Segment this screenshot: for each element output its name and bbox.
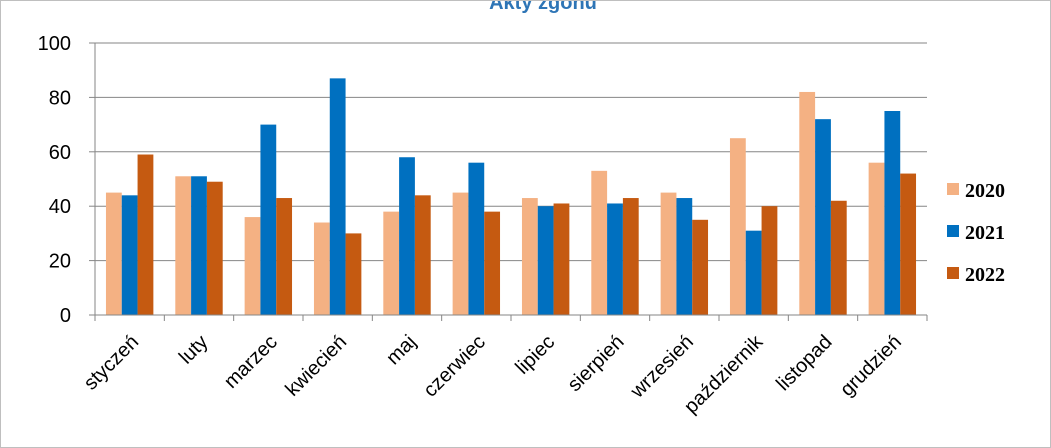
bar-2021 bbox=[329, 78, 346, 315]
bar-2022 bbox=[553, 203, 570, 315]
bar-2022 bbox=[484, 211, 501, 315]
x-tick-label: lipiec bbox=[511, 331, 559, 379]
bar-2020 bbox=[521, 198, 538, 315]
y-tick-label: 100 bbox=[38, 33, 71, 55]
bar-2021 bbox=[121, 195, 138, 315]
legend-label-2020: 2020 bbox=[965, 180, 1005, 202]
legend: 2020 2021 2022 bbox=[947, 180, 1005, 286]
y-tick-label: 60 bbox=[49, 142, 71, 164]
y-tick-label: 80 bbox=[49, 87, 71, 109]
bar-2021 bbox=[676, 198, 693, 315]
bar-2020 bbox=[244, 217, 261, 315]
bar-2021 bbox=[191, 176, 207, 315]
y-tick-label: 40 bbox=[49, 196, 71, 218]
gridlines bbox=[95, 42, 927, 262]
y-tick-label: 20 bbox=[49, 251, 71, 273]
bar-2022 bbox=[345, 233, 362, 315]
bar-2022 bbox=[830, 200, 847, 315]
bar-2020 bbox=[868, 162, 885, 315]
bar-2021 bbox=[399, 157, 415, 315]
x-tick-label: listopad bbox=[772, 331, 836, 395]
x-tick-label: kwiecień bbox=[281, 331, 351, 401]
bar-2022 bbox=[414, 195, 431, 315]
x-tick-label: maj bbox=[382, 331, 420, 369]
bar-2020 bbox=[105, 192, 122, 315]
x-tick-label: sierpień bbox=[563, 331, 628, 396]
bar-2022 bbox=[137, 154, 154, 315]
bar-2022 bbox=[622, 198, 639, 315]
bar-2020 bbox=[313, 222, 330, 315]
bar-2020 bbox=[729, 138, 746, 315]
y-tick-label: 0 bbox=[60, 305, 71, 327]
legend-swatch-2022 bbox=[947, 267, 959, 279]
bar-2020 bbox=[175, 176, 192, 315]
bar-2021 bbox=[884, 111, 901, 315]
bar-2021 bbox=[607, 203, 623, 315]
bar-2021 bbox=[260, 124, 277, 315]
x-tick-label: marzec bbox=[220, 331, 282, 393]
legend-swatch-2021 bbox=[947, 225, 959, 237]
legend-label-2021: 2021 bbox=[965, 222, 1005, 244]
x-tick-label: wrzesień bbox=[626, 331, 698, 403]
legend-swatch-2020 bbox=[947, 183, 959, 195]
x-tick-label: styczeń bbox=[80, 331, 144, 395]
bar-2022 bbox=[900, 173, 917, 315]
x-tick-label: czerwiec bbox=[419, 331, 490, 402]
bar-2022 bbox=[761, 206, 778, 315]
bar-2021 bbox=[745, 230, 762, 315]
bar-2021 bbox=[815, 119, 831, 315]
legend-label-2022: 2022 bbox=[965, 264, 1005, 286]
x-tick-label: grudzień bbox=[836, 331, 906, 401]
x-tick-label: luty bbox=[175, 331, 213, 369]
bar-2022 bbox=[206, 181, 223, 315]
bar-2021 bbox=[537, 206, 554, 315]
bar-2020 bbox=[591, 170, 608, 315]
bar-2022 bbox=[276, 198, 293, 315]
bar-2022 bbox=[692, 219, 709, 315]
bar-2020 bbox=[383, 211, 400, 315]
bars bbox=[105, 78, 917, 316]
chart-title: Akty zgonu bbox=[489, 1, 597, 14]
bar-2021 bbox=[468, 162, 485, 315]
bar-2020 bbox=[660, 192, 677, 315]
bar-2020 bbox=[799, 91, 816, 316]
bar-2020 bbox=[452, 192, 469, 315]
